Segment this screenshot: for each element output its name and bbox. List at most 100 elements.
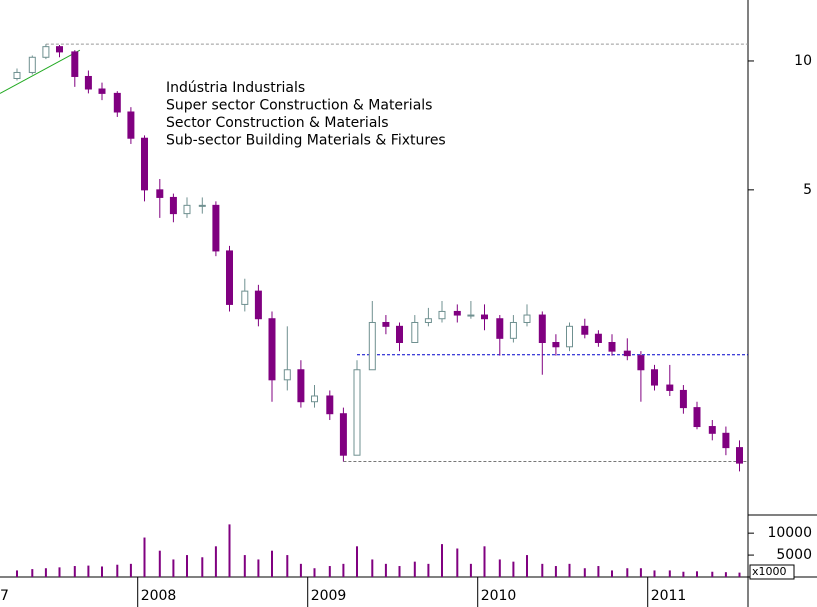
volume-bar [87,565,90,577]
volume-bar [186,555,188,577]
candle-body [13,71,21,79]
volume-bar [299,563,302,577]
volume-bar [31,569,34,577]
annotation: Indústria Industrials [166,80,305,96]
volume-bar [228,524,231,577]
candle-body [156,189,164,198]
volume-bar [356,546,358,577]
candle-body [339,413,347,456]
candle-body [311,395,318,403]
candle-body [212,204,220,252]
annotation: Sub-sector Building Materials & Fixtures [166,133,446,149]
candle-body [353,369,361,456]
candle-body [183,204,191,215]
volume-bar [626,568,629,577]
volume-bar [696,571,698,577]
volume-bar [201,557,204,577]
volume-bar [101,566,103,577]
candle-body [268,318,276,381]
candle-body [113,92,121,113]
candle-body [424,318,432,323]
candle-body [679,389,687,409]
volume-tick-label: 5000 [776,547,812,563]
candle-body [226,250,233,305]
volume-bar [286,555,289,577]
volume-bar [526,555,528,577]
volume-bar [271,550,273,577]
candle-body [538,314,546,343]
x-tick-label: 2008 [141,588,177,604]
candle-body [608,341,616,352]
candle-body [523,314,531,323]
volume-bar [668,570,671,577]
candle-body [552,341,560,348]
volume-bar [158,550,161,577]
volume-bar [313,568,316,577]
volume-bar [597,566,600,577]
candle-body [141,137,148,191]
volume-bar [738,572,741,577]
volume-bar [214,546,217,577]
candle-body [651,369,658,386]
candle-body [453,310,461,316]
volume-bar [342,563,345,577]
volume-bar [512,561,515,577]
volume-bar [441,544,443,577]
candle-body [127,111,135,139]
volume-bar [58,567,61,577]
candle-body [198,204,206,207]
volume-bar [129,563,132,577]
volume-bar [16,570,18,577]
candle-body [368,321,376,371]
candle-body [438,310,446,320]
volume-bar [568,563,571,577]
volume-bar [483,546,486,577]
candle-body [736,447,743,464]
candle-body [623,350,631,357]
candle-body [594,333,602,343]
candle-body [411,321,419,343]
candle-body [566,325,573,348]
volume-bar [469,563,472,577]
candle-body [382,321,390,327]
y-tick-label: 5 [803,182,812,198]
volume-tick-label: 10000 [767,525,812,541]
x-tick-label: 2010 [481,588,517,604]
volume-bar [456,548,459,577]
y-tick-label: 10 [794,53,812,69]
candle-body [56,46,63,53]
unit-box [749,564,795,580]
candle-body [297,369,305,403]
volume-bar [639,568,642,577]
volume-bar [371,559,374,577]
candle-body [722,432,730,449]
candle-body [254,290,262,320]
volume-unit: x1000 [752,565,787,578]
candle-body [28,56,36,73]
candle-body [708,426,716,434]
x-tick-label: 2009 [311,588,347,604]
candle-body [467,314,475,317]
volume-bar [554,566,557,577]
volume-bar [611,570,613,577]
candle-body [496,318,504,339]
volume-bar [44,568,47,577]
annotation: Sector Construction & Materials [166,115,389,131]
volume-bar [398,566,401,577]
volume-bar [653,570,656,577]
candle-body [666,384,674,391]
candle-body [396,325,403,343]
candle-body [326,395,334,415]
candle-body [509,321,517,339]
candle-body [71,51,79,77]
volume-bar [427,563,430,577]
volume-bar [711,571,714,577]
volume-bar [682,571,685,577]
volume-bar [257,559,260,577]
candle-body [241,290,249,305]
x-tick-label: 2011 [651,588,687,604]
volume-bar [143,537,146,577]
volume-bar [498,559,501,577]
volume-bar [384,563,387,577]
